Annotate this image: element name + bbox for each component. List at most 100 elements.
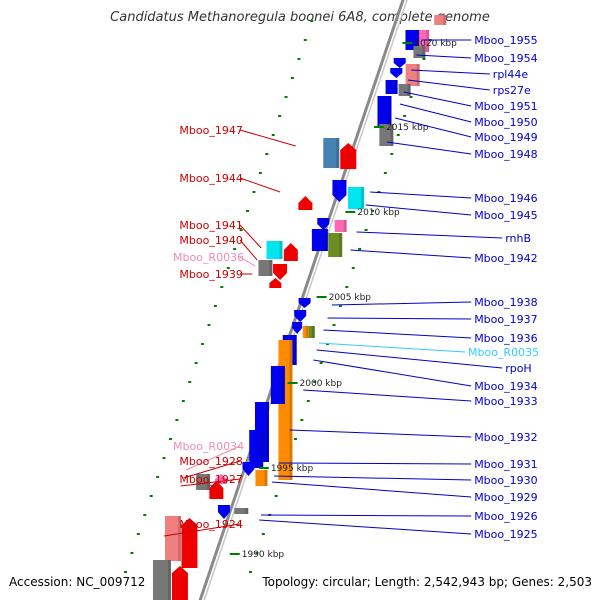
gene-shade xyxy=(289,340,293,480)
gene-block xyxy=(234,508,249,514)
gene-label-mboo_1945: Mboo_1945 xyxy=(474,209,537,222)
tick-dot-right xyxy=(306,400,310,402)
leader-line xyxy=(386,141,472,155)
gene-arrow-up xyxy=(283,243,298,261)
gene-block xyxy=(196,474,211,490)
gene-block xyxy=(308,326,315,338)
gene-shade xyxy=(245,508,249,514)
leader-line xyxy=(370,191,472,199)
gene-label-mboo_1936: Mboo_1936 xyxy=(474,332,537,345)
leader-line xyxy=(185,445,241,471)
gene-block xyxy=(249,430,264,468)
topology-summary: Topology: circular; Length: 2,542,943 bp… xyxy=(262,575,592,589)
gene-shade xyxy=(388,96,392,126)
gene-label-mboo_1944: Mboo_1944 xyxy=(179,172,242,185)
tick-dot-right xyxy=(313,381,317,383)
leader-line xyxy=(272,481,472,498)
gene-label-mboo_r0036: Mboo_R0036 xyxy=(173,251,244,264)
leader-line xyxy=(183,460,241,479)
kbp-label: 1990 kbp xyxy=(242,550,285,560)
gene-label-mboo_1927: Mboo_1927 xyxy=(179,473,242,486)
gene-arrow-up xyxy=(171,566,188,600)
gene-label-mboo_1950: Mboo_1950 xyxy=(474,116,537,129)
gene-label-rnhb: rnhB xyxy=(505,232,531,245)
accession-text: Accession: NC_009712 xyxy=(9,575,146,589)
tick-dot-right xyxy=(338,305,342,307)
gene-label-mboo_1955: Mboo_1955 xyxy=(474,34,537,47)
gene-label-mboo_1937: Mboo_1937 xyxy=(474,313,537,326)
tick-dot-right xyxy=(377,191,381,193)
gene-block xyxy=(434,15,447,25)
leader-line xyxy=(278,462,472,465)
gene-shade xyxy=(264,470,268,486)
gene-label-mboo_1946: Mboo_1946 xyxy=(474,192,537,205)
leader-line xyxy=(327,317,472,320)
gene-shade xyxy=(426,30,430,52)
gene-arrow-down xyxy=(292,322,303,334)
leader-line xyxy=(239,224,262,249)
gene-block xyxy=(348,187,365,209)
leader-line xyxy=(356,231,503,239)
gene-label-mboo_1940: Mboo_1940 xyxy=(179,234,242,247)
gene-shade xyxy=(279,241,283,259)
tick-dot-left xyxy=(124,571,128,573)
gene-shade xyxy=(394,80,398,94)
gene-shade xyxy=(207,474,211,490)
tick-dot-left xyxy=(239,229,243,231)
gene-arrow-up xyxy=(269,278,282,288)
gene-label-mboo_r0035: Mboo_R0035 xyxy=(468,346,539,359)
leader-line xyxy=(163,523,241,537)
leader-line xyxy=(239,239,258,261)
tick-dot-left xyxy=(175,419,179,421)
tick-dot-left xyxy=(130,552,134,554)
gene-arrow-down xyxy=(217,505,230,519)
gene-block xyxy=(152,560,171,600)
gene-label-mboo_1925: Mboo_1925 xyxy=(474,528,537,541)
gene-shade xyxy=(361,187,365,209)
gene-arrow-up xyxy=(209,481,224,499)
tick-dot-left xyxy=(284,96,288,98)
gene-arrow-up xyxy=(340,143,357,169)
gene-label-mboo_1932: Mboo_1932 xyxy=(474,431,537,444)
gene-shade xyxy=(416,64,420,86)
tick-dot-right xyxy=(332,324,336,326)
leader-line xyxy=(259,519,472,535)
leader-line xyxy=(260,514,472,517)
gene-shade xyxy=(311,326,315,338)
leader-line xyxy=(331,301,472,306)
tick-dot-right xyxy=(371,210,375,212)
gene-label-mboo_1934: Mboo_1934 xyxy=(474,380,537,393)
gene-label-mboo_1938: Mboo_1938 xyxy=(474,296,537,309)
gene-shade xyxy=(339,233,343,257)
tick-dot-left xyxy=(156,476,160,478)
gene-block xyxy=(377,96,392,126)
gene-shade xyxy=(324,229,328,251)
kbp-label: 2020 kbp xyxy=(414,39,457,49)
tick-dot-left xyxy=(246,210,250,212)
tick-dot-left xyxy=(233,248,237,250)
gene-shade xyxy=(336,138,340,168)
gene-label-rpl44e: rpl44e xyxy=(493,68,529,81)
tick-dot-left xyxy=(290,77,294,79)
gene-block xyxy=(419,30,430,52)
tick-dot-left xyxy=(162,457,166,459)
gene-label-mboo_1942: Mboo_1942 xyxy=(474,252,537,265)
tick-dot-right xyxy=(409,96,413,98)
gene-block xyxy=(323,138,340,168)
leader-line xyxy=(411,69,490,75)
tick-dot-right xyxy=(358,248,362,250)
tick-dot-right xyxy=(293,438,297,440)
tick-dot-right xyxy=(274,495,278,497)
tick-dot-left xyxy=(136,533,140,535)
leader-line xyxy=(365,204,472,216)
tick-dot-right xyxy=(383,172,387,174)
tick-dot-left xyxy=(271,134,275,136)
gene-label-rps27e: rps27e xyxy=(493,84,531,97)
tick-dot-right xyxy=(364,229,368,231)
leader-line xyxy=(289,429,472,438)
leader-line xyxy=(407,79,490,91)
tick-dot-right xyxy=(422,58,426,60)
gene-shade xyxy=(293,335,297,365)
tick-dot-left xyxy=(213,305,217,307)
leader-line xyxy=(239,129,296,147)
